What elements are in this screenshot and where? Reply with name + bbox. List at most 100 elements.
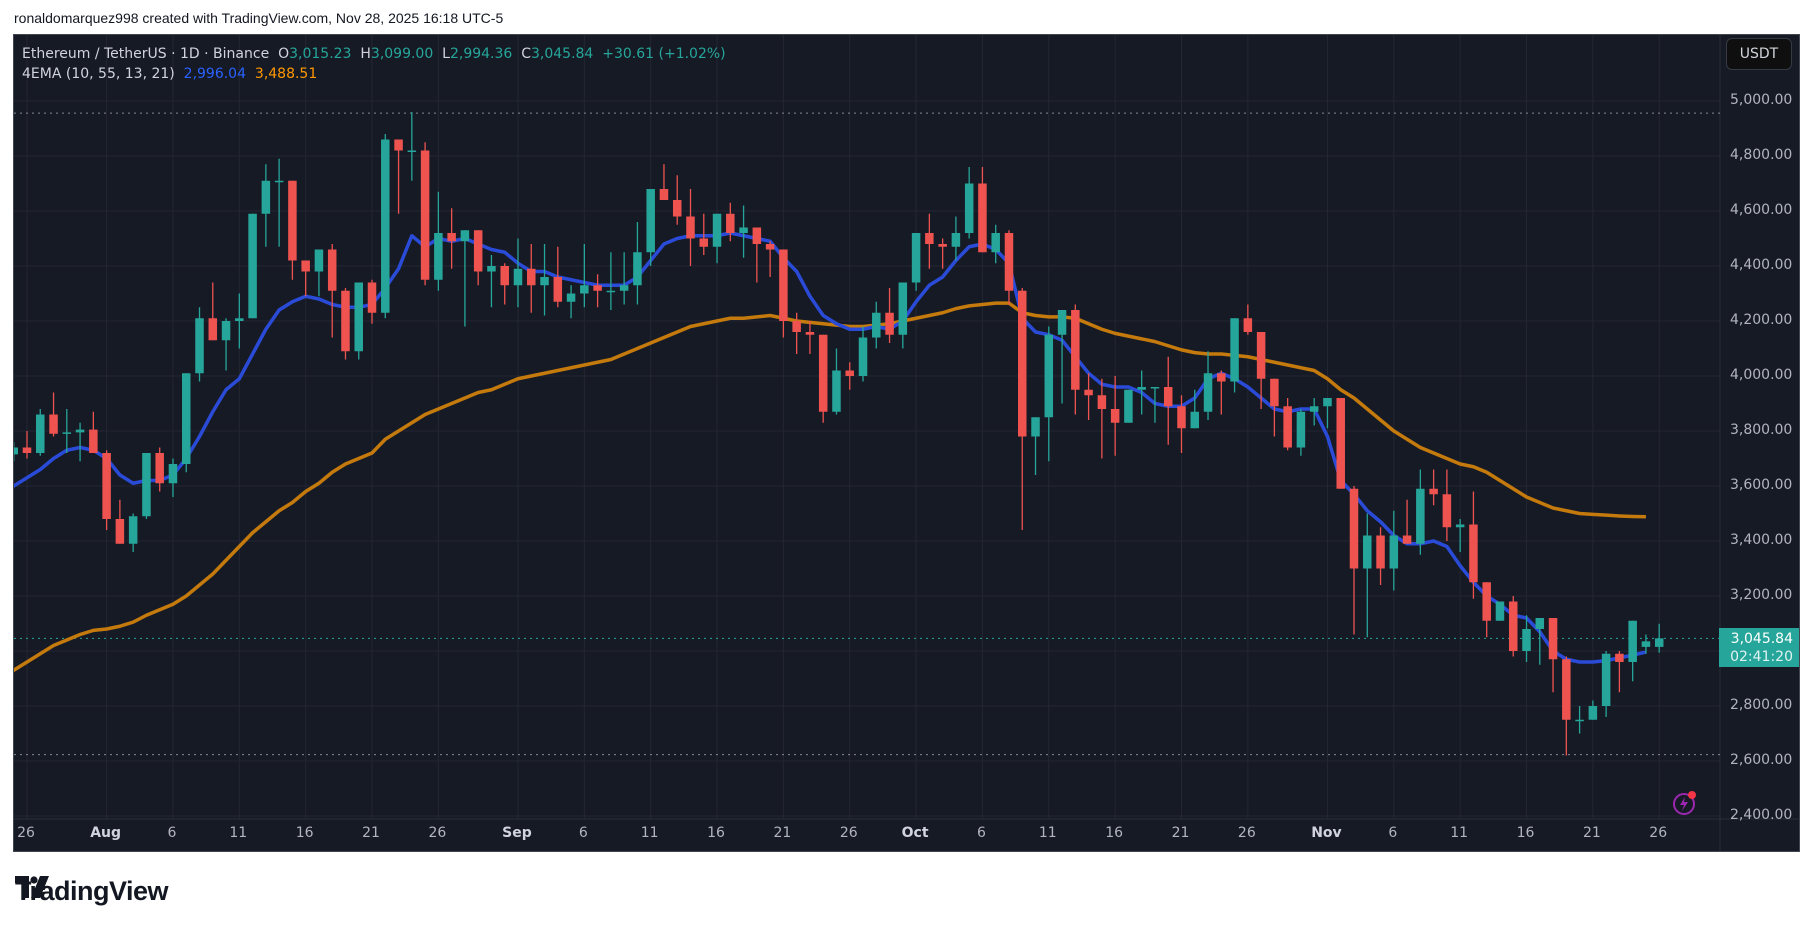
candle <box>858 337 868 376</box>
candle <box>1455 524 1465 528</box>
time-tick-label: 11 <box>1038 825 1057 841</box>
candle <box>938 244 947 247</box>
candle <box>447 233 456 242</box>
candle <box>1270 378 1279 407</box>
candle <box>195 318 204 374</box>
symbol-label[interactable]: Ethereum / TetherUS · 1D · Binance <box>22 46 270 62</box>
candle <box>1296 411 1306 448</box>
candle <box>1203 373 1213 412</box>
time-tick-label: 26 <box>1237 825 1256 841</box>
tradingview-logo[interactable]: TradingView <box>15 876 169 907</box>
candle <box>1641 641 1651 647</box>
indicator-label[interactable]: 4EMA (10, 55, 13, 21) <box>22 66 175 82</box>
high-value: 3,099.00 <box>370 46 434 62</box>
time-tick-label: 21 <box>1171 825 1190 841</box>
candle <box>1163 387 1173 407</box>
price-tick-label: 4,400.00 <box>1730 257 1793 273</box>
candle <box>420 150 430 280</box>
price-tick-label: 4,600.00 <box>1730 202 1793 218</box>
candle <box>513 268 523 286</box>
candle <box>248 213 257 319</box>
candle <box>1469 524 1478 583</box>
price-tick-label: 4,200.00 <box>1730 312 1793 328</box>
candle <box>1243 318 1253 332</box>
flash-icon[interactable] <box>1672 790 1698 816</box>
time-tick-label: 11 <box>1450 825 1469 841</box>
currency-button[interactable]: USDT <box>1726 38 1792 70</box>
time-tick-label: 16 <box>707 825 725 841</box>
candle <box>527 268 536 286</box>
high-label: H <box>360 46 371 62</box>
price-tick-label: 4,000.00 <box>1730 367 1793 383</box>
candle <box>659 189 669 200</box>
time-tick-label: 21 <box>773 825 792 841</box>
candle <box>566 293 576 302</box>
candle <box>1363 535 1372 569</box>
candle <box>1429 488 1438 495</box>
candle <box>1071 310 1080 390</box>
price-tick-label: 2,600.00 <box>1730 752 1793 768</box>
candle <box>168 464 178 484</box>
price-tick-label: 5,000.00 <box>1730 92 1793 108</box>
candle <box>62 432 72 434</box>
candle <box>1190 411 1200 429</box>
candle <box>407 150 417 152</box>
candle <box>155 453 164 484</box>
candle <box>1588 706 1598 720</box>
candle <box>102 453 111 519</box>
candle <box>1230 318 1239 382</box>
time-tick-label: Aug <box>90 825 122 841</box>
candle <box>394 139 403 151</box>
candle <box>951 233 961 247</box>
candle <box>765 244 775 250</box>
candle <box>274 180 284 183</box>
candle <box>381 139 390 313</box>
candle <box>580 285 589 294</box>
candle <box>354 282 363 352</box>
candle <box>473 230 483 272</box>
low-value: 2,994.36 <box>449 46 513 62</box>
price-tick-label: 3,400.00 <box>1730 532 1793 548</box>
time-tick-label: 16 <box>1105 825 1124 841</box>
price-tick-label: 2,800.00 <box>1730 697 1793 713</box>
time-tick-label: 21 <box>362 825 380 841</box>
candle <box>314 249 324 272</box>
price-tick-label: 4,800.00 <box>1730 147 1793 163</box>
candle <box>341 290 350 352</box>
attribution-text: ronaldomarquez998 created with TradingVi… <box>14 10 504 26</box>
candle <box>434 233 443 280</box>
candle <box>1336 398 1345 489</box>
candle <box>49 414 58 434</box>
candle <box>1004 233 1014 291</box>
time-tick-label: 11 <box>640 825 659 841</box>
price-tick-label: 3,600.00 <box>1730 477 1793 493</box>
candlestick-chart[interactable] <box>14 35 1800 852</box>
candle <box>301 260 310 272</box>
candle <box>818 334 828 412</box>
candle <box>779 249 788 321</box>
candle <box>36 414 45 453</box>
candle <box>619 285 629 291</box>
time-tick-label: 26 <box>1649 825 1668 841</box>
time-tick-label: Oct <box>901 825 929 841</box>
time-tick-label: 21 <box>1582 825 1601 841</box>
time-tick-label: 11 <box>229 825 248 841</box>
candle <box>1349 488 1359 569</box>
candle <box>1601 653 1611 706</box>
candle <box>792 321 801 332</box>
time-tick-label: 26 <box>17 825 35 841</box>
change-value: +30.61 (+1.02%) <box>602 46 726 62</box>
time-tick-label: Nov <box>1311 825 1342 841</box>
candle <box>646 189 655 253</box>
candle <box>885 312 894 335</box>
candle <box>1177 406 1186 429</box>
last-price-value: 3,045.84 <box>1730 631 1793 647</box>
candle <box>978 183 987 253</box>
time-tick-label: 6 <box>167 825 177 841</box>
ohlc-row: Ethereum / TetherUS · 1D · Binance O3,01… <box>22 44 726 64</box>
candle <box>1575 719 1584 722</box>
candle <box>1376 535 1385 569</box>
chart-legend: Ethereum / TetherUS · 1D · Binance O3,01… <box>22 44 726 84</box>
chart-frame[interactable] <box>13 34 1800 852</box>
indicator-row: 4EMA (10, 55, 13, 21) 2,996.04 3,488.51 <box>22 64 726 84</box>
